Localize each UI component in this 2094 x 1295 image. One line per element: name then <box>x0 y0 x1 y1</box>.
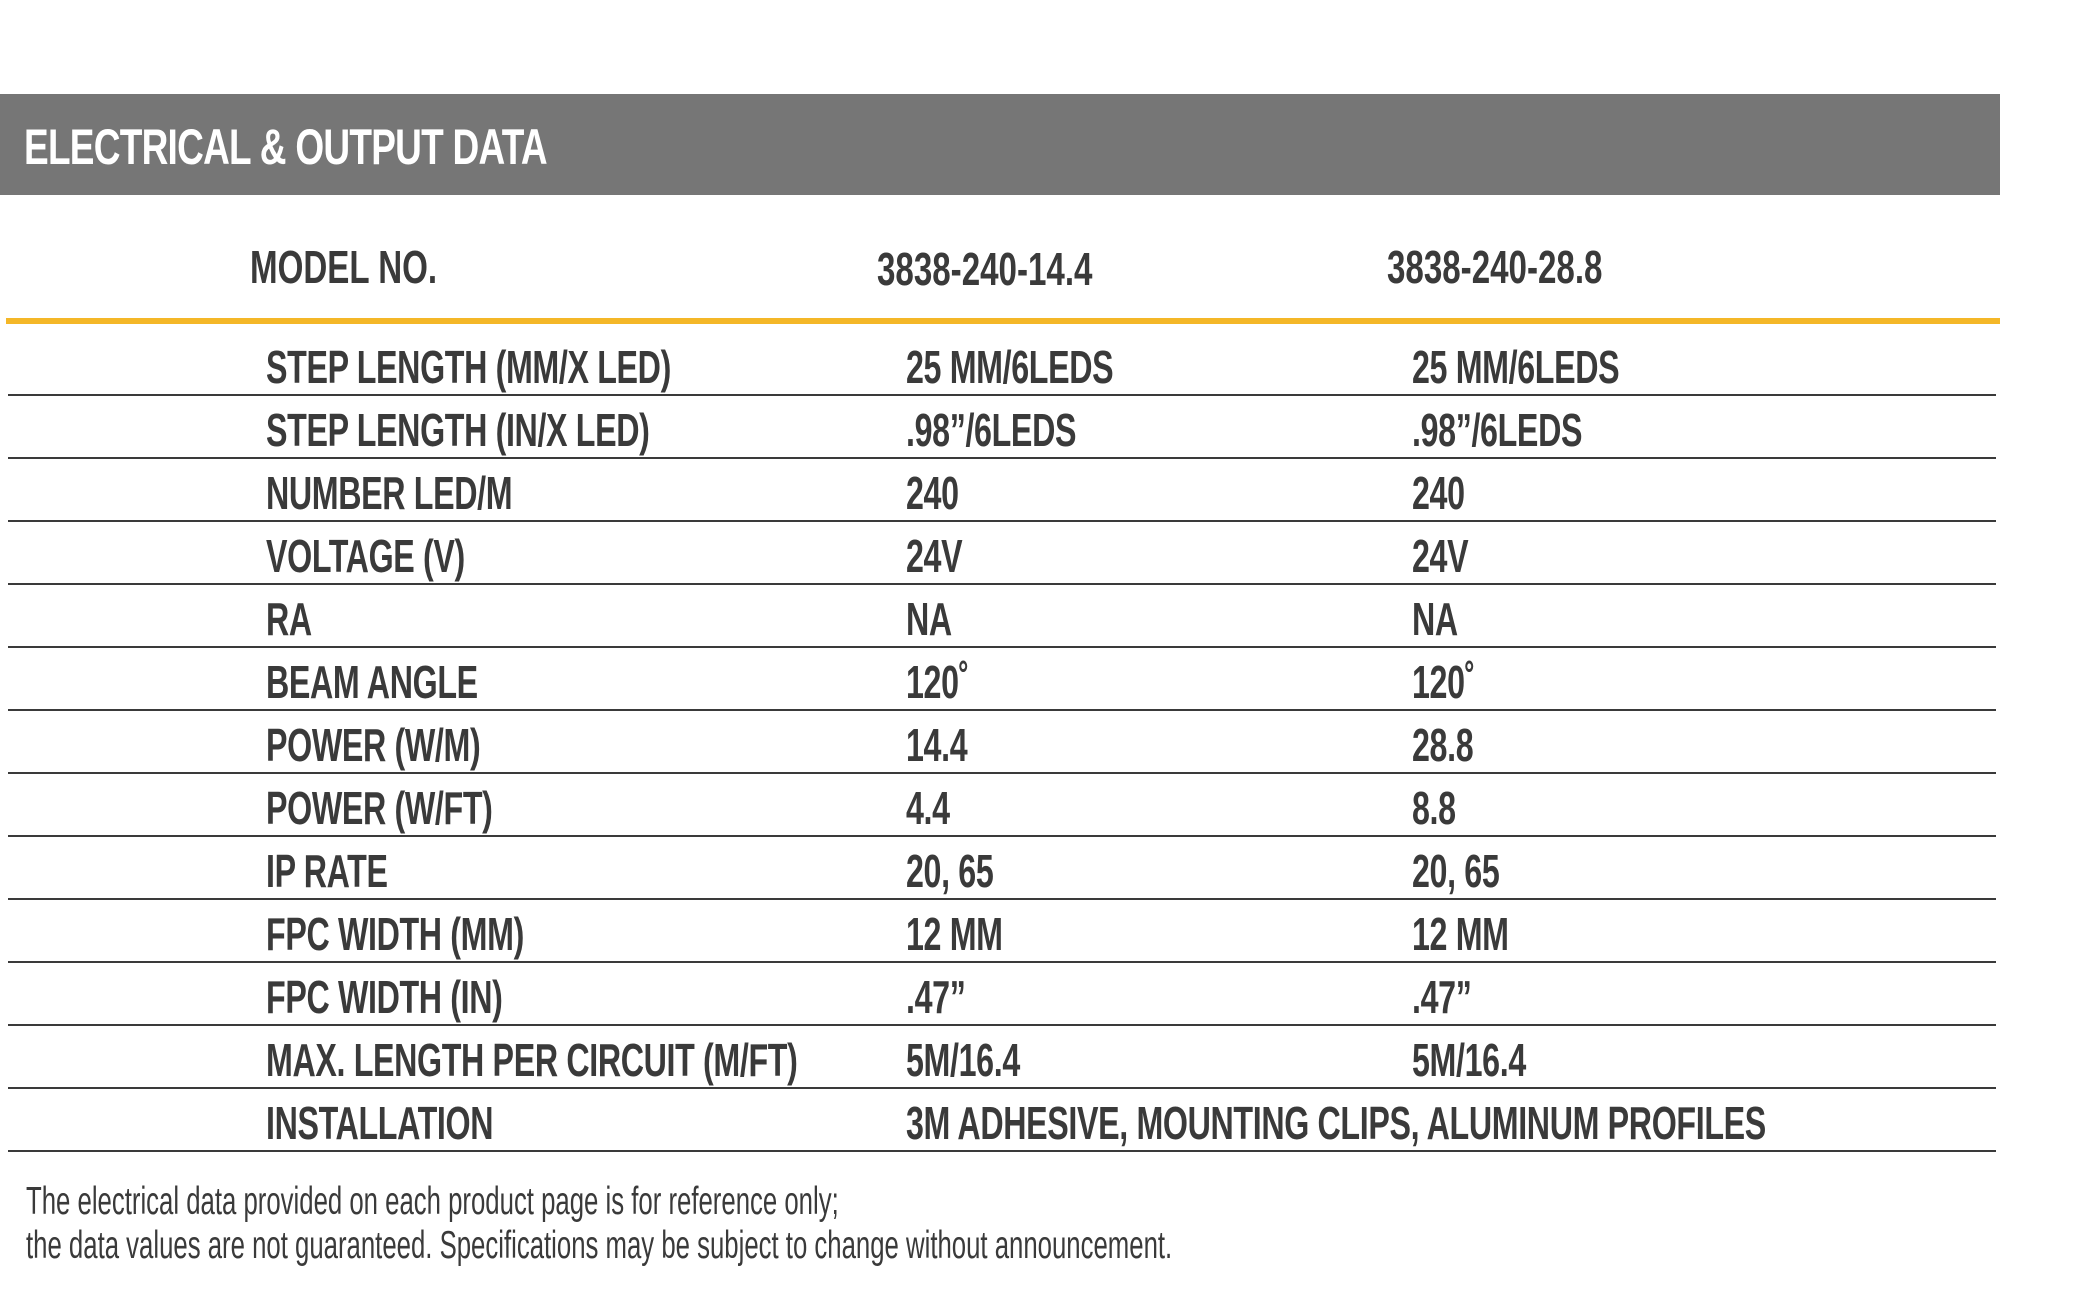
spec-label: VOLTAGE (V) <box>266 530 465 582</box>
spec-value-model-1: .98”/6LEDS <box>906 404 1077 456</box>
spec-value-model-2: 12 MM <box>1412 908 1509 960</box>
spec-label: POWER (W/M) <box>266 719 481 771</box>
spec-value-model-2: 240 <box>1412 467 1465 519</box>
spec-row: VOLTAGE (V) 24V 24V <box>8 523 1996 585</box>
spec-value-model-2: .47” <box>1412 971 1472 1023</box>
spec-value-model-2: 24V <box>1412 530 1469 582</box>
spec-value-model-2: .98”/6LEDS <box>1412 404 1583 456</box>
model-number-label: MODEL NO. <box>250 241 438 293</box>
spec-value-model-2: 25 MM/6LEDS <box>1412 341 1620 393</box>
spec-value-model-1: 5M/16.4 <box>906 1034 1020 1086</box>
spec-value-model-2: 20, 65 <box>1412 845 1500 897</box>
section-title: ELECTRICAL & OUTPUT DATA <box>24 119 548 175</box>
spec-row: POWER (W/FT) 4.4 8.8 <box>8 775 1996 837</box>
spec-label: STEP LENGTH (IN/X LED) <box>266 404 650 456</box>
spec-row: FPC WIDTH (IN) .47” .47” <box>8 964 1996 1026</box>
spec-value-model-1: NA <box>906 593 952 645</box>
spec-row: FPC WIDTH (MM) 12 MM 12 MM <box>8 901 1996 963</box>
spec-value-model-1: 24V <box>906 530 963 582</box>
spec-label: INSTALLATION <box>266 1097 494 1149</box>
spec-value-model-1: 20, 65 <box>906 845 994 897</box>
spec-label: IP RATE <box>266 845 388 897</box>
spec-value-model-1: 12 MM <box>906 908 1003 960</box>
spec-label: BEAM ANGLE <box>266 656 478 708</box>
spec-row: BEAM ANGLE 120˚ 120˚ <box>8 649 1996 711</box>
spec-value-model-1: 240 <box>906 467 959 519</box>
spec-label: POWER (W/FT) <box>266 782 493 834</box>
spec-value-model-2: 5M/16.4 <box>1412 1034 1526 1086</box>
spec-row: MAX. LENGTH PER CIRCUIT (M/FT) 5M/16.4 5M/… <box>8 1027 1996 1089</box>
spec-row: NUMBER LED/M 240 240 <box>8 460 1996 522</box>
spec-label: RA <box>266 593 312 645</box>
spec-value-model-2: 120˚ <box>1412 656 1476 708</box>
model-number-2: 3838-240-28.8 <box>1387 241 1603 293</box>
footnote-line-1: The electrical data provided on each pro… <box>26 1180 839 1223</box>
spec-row: RA NA NA <box>8 586 1996 648</box>
spec-value-model-1: 3M ADHESIVE, MOUNTING CLIPS, ALUMINUM PR… <box>906 1097 1766 1149</box>
spec-value-model-1: 4.4 <box>906 782 950 834</box>
model-number-1: 3838-240-14.4 <box>877 243 1093 295</box>
spec-row: POWER (W/M) 14.4 28.8 <box>8 712 1996 774</box>
spec-value-model-1: .47” <box>906 971 966 1023</box>
spec-label: STEP LENGTH (MM/X LED) <box>266 341 671 393</box>
spec-table: STEP LENGTH (MM/X LED) 25 MM/6LEDS 25 MM/6… <box>8 334 1996 1153</box>
section-header-bar <box>0 94 2000 195</box>
spec-label: NUMBER LED/M <box>266 467 513 519</box>
spec-value-model-2: NA <box>1412 593 1458 645</box>
spec-value-model-1: 120˚ <box>906 656 970 708</box>
spec-row: STEP LENGTH (IN/X LED) .98”/6LEDS .98”/6LE… <box>8 397 1996 459</box>
accent-divider <box>6 318 2000 324</box>
footnote: The electrical data provided on each pro… <box>26 1180 1172 1268</box>
spec-row: STEP LENGTH (MM/X LED) 25 MM/6LEDS 25 MM/6… <box>8 334 1996 396</box>
spec-label: FPC WIDTH (MM) <box>266 908 525 960</box>
spec-row: IP RATE 20, 65 20, 65 <box>8 838 1996 900</box>
spec-value-model-2: 28.8 <box>1412 719 1474 771</box>
spec-value-model-1: 25 MM/6LEDS <box>906 341 1114 393</box>
footnote-line-2: the data values are not guaranteed. Spec… <box>26 1224 1173 1267</box>
spec-value-model-1: 14.4 <box>906 719 968 771</box>
spec-row: INSTALLATION 3M ADHESIVE, MOUNTING CLIPS,… <box>8 1090 1996 1152</box>
spec-label: MAX. LENGTH PER CIRCUIT (M/FT) <box>266 1034 798 1086</box>
spec-value-model-2: 8.8 <box>1412 782 1456 834</box>
spec-label: FPC WIDTH (IN) <box>266 971 503 1023</box>
